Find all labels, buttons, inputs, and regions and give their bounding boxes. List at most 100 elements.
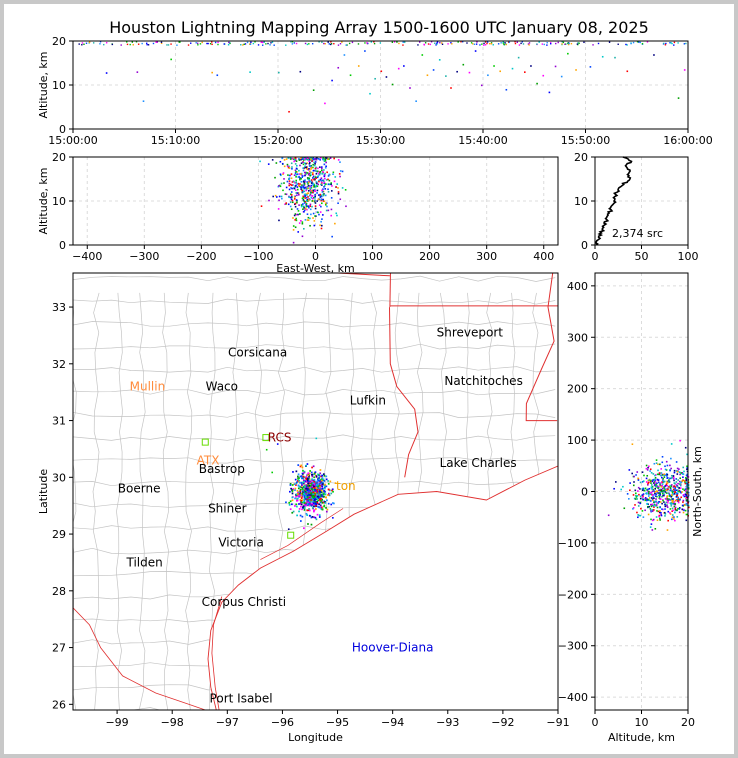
source-point [308, 489, 311, 492]
source-point [633, 497, 636, 500]
source-point [663, 493, 665, 496]
source-point [328, 179, 331, 182]
source-point [675, 499, 678, 502]
source-point [99, 41, 102, 43]
source-point [299, 475, 302, 478]
source-point [669, 42, 671, 44]
source-point [308, 180, 310, 183]
source-point [308, 508, 310, 510]
source-point [665, 469, 668, 471]
city-label: Victoria [218, 536, 264, 550]
source-point [300, 205, 303, 208]
source-point [300, 220, 302, 222]
source-point [240, 44, 242, 46]
source-point [649, 480, 652, 483]
source-point [664, 44, 667, 46]
source-point [678, 499, 680, 502]
source-point [303, 470, 306, 473]
source-point [303, 505, 306, 508]
source-point [294, 182, 296, 184]
source-point [637, 486, 640, 489]
source-point [665, 492, 668, 494]
source-point [285, 501, 287, 504]
source-point [678, 507, 681, 509]
source-point [670, 477, 672, 480]
source-point [648, 490, 650, 493]
source-point [316, 490, 319, 493]
source-point [330, 503, 333, 506]
source-point [337, 187, 339, 189]
source-point [319, 159, 322, 161]
source-point [517, 56, 520, 59]
source-point [314, 167, 317, 170]
source-point [669, 512, 671, 514]
source-point [642, 498, 645, 501]
source-point [304, 480, 306, 483]
x-tick-label: −95 [326, 716, 349, 729]
source-point [321, 182, 323, 184]
source-point [280, 174, 282, 177]
source-point [295, 170, 297, 173]
source-point [682, 476, 684, 479]
source-point [315, 437, 318, 440]
source-point [297, 210, 300, 212]
source-point [327, 502, 330, 505]
source-point [261, 44, 264, 46]
source-point [666, 499, 669, 502]
source-point [206, 42, 208, 45]
source-point [679, 499, 681, 501]
source-point [276, 443, 279, 445]
source-point [313, 472, 316, 475]
source-point [681, 472, 684, 474]
source-point [285, 158, 288, 160]
source-point [297, 478, 299, 480]
source-point [291, 492, 294, 495]
city-label: Bastrop [199, 462, 245, 476]
source-point [661, 483, 664, 485]
source-point [364, 50, 366, 52]
source-point [324, 202, 327, 205]
source-point [314, 474, 317, 477]
source-point [315, 215, 317, 217]
source-point [291, 503, 293, 506]
source-point [243, 43, 245, 46]
source-point [319, 491, 322, 493]
source-point [312, 197, 315, 199]
source-point [302, 472, 305, 475]
source-point [310, 184, 313, 187]
source-point [298, 503, 300, 505]
source-point [327, 492, 330, 495]
source-point [310, 185, 312, 188]
source-point [661, 495, 663, 498]
source-point [294, 169, 297, 172]
source-point [668, 485, 670, 488]
source-point [309, 481, 312, 484]
source-point [88, 41, 91, 43]
city-label: Corsicana [228, 345, 287, 359]
source-point [301, 499, 304, 501]
source-point [473, 43, 476, 45]
source-point [686, 465, 688, 468]
source-point [436, 43, 438, 45]
source-point [668, 494, 671, 496]
source-point [337, 202, 339, 205]
source-point [211, 41, 213, 43]
source-point [303, 202, 306, 204]
source-point [309, 165, 312, 168]
source-point [486, 42, 488, 45]
source-point [277, 185, 280, 188]
county-boundary [92, 292, 100, 710]
source-point [320, 202, 323, 205]
x-tick-label: 0 [312, 250, 319, 263]
source-point [546, 44, 548, 46]
source-point [651, 498, 654, 500]
source-point [308, 514, 311, 517]
source-point [651, 504, 654, 506]
source-point [674, 486, 677, 488]
source-point [479, 44, 481, 46]
source-point [314, 485, 317, 488]
source-point [313, 185, 316, 187]
y-tick-label: 27 [52, 642, 66, 655]
source-point [329, 157, 332, 159]
